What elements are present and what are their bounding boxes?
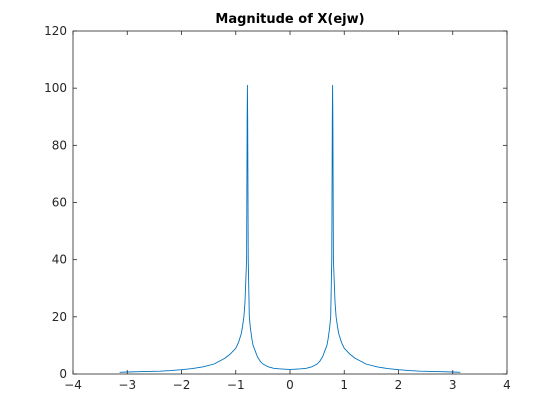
x-tick-label: 0 (286, 378, 294, 392)
y-tick-label: 120 (44, 24, 67, 38)
y-tick-label: 40 (52, 253, 67, 267)
y-tick-label: 100 (44, 81, 67, 95)
x-tick-label: 2 (395, 378, 403, 392)
x-tick-label: 3 (449, 378, 457, 392)
x-tick-label: −4 (64, 378, 82, 392)
y-tick-label: 80 (52, 138, 67, 152)
x-tick-label: −2 (173, 378, 191, 392)
x-tick-label: −3 (118, 378, 136, 392)
axes-box (72, 30, 508, 375)
series-line-0 (119, 84, 461, 373)
chart-title: Magnitude of X(ejw) (215, 12, 364, 27)
y-tick-label: 20 (52, 310, 67, 324)
x-tick-label: −1 (227, 378, 245, 392)
y-tick-label: 60 (52, 196, 67, 210)
x-tick-label: 4 (503, 378, 511, 392)
series-layer (119, 84, 461, 373)
x-tick-label: 1 (340, 378, 348, 392)
y-tick-label: 0 (59, 367, 67, 381)
